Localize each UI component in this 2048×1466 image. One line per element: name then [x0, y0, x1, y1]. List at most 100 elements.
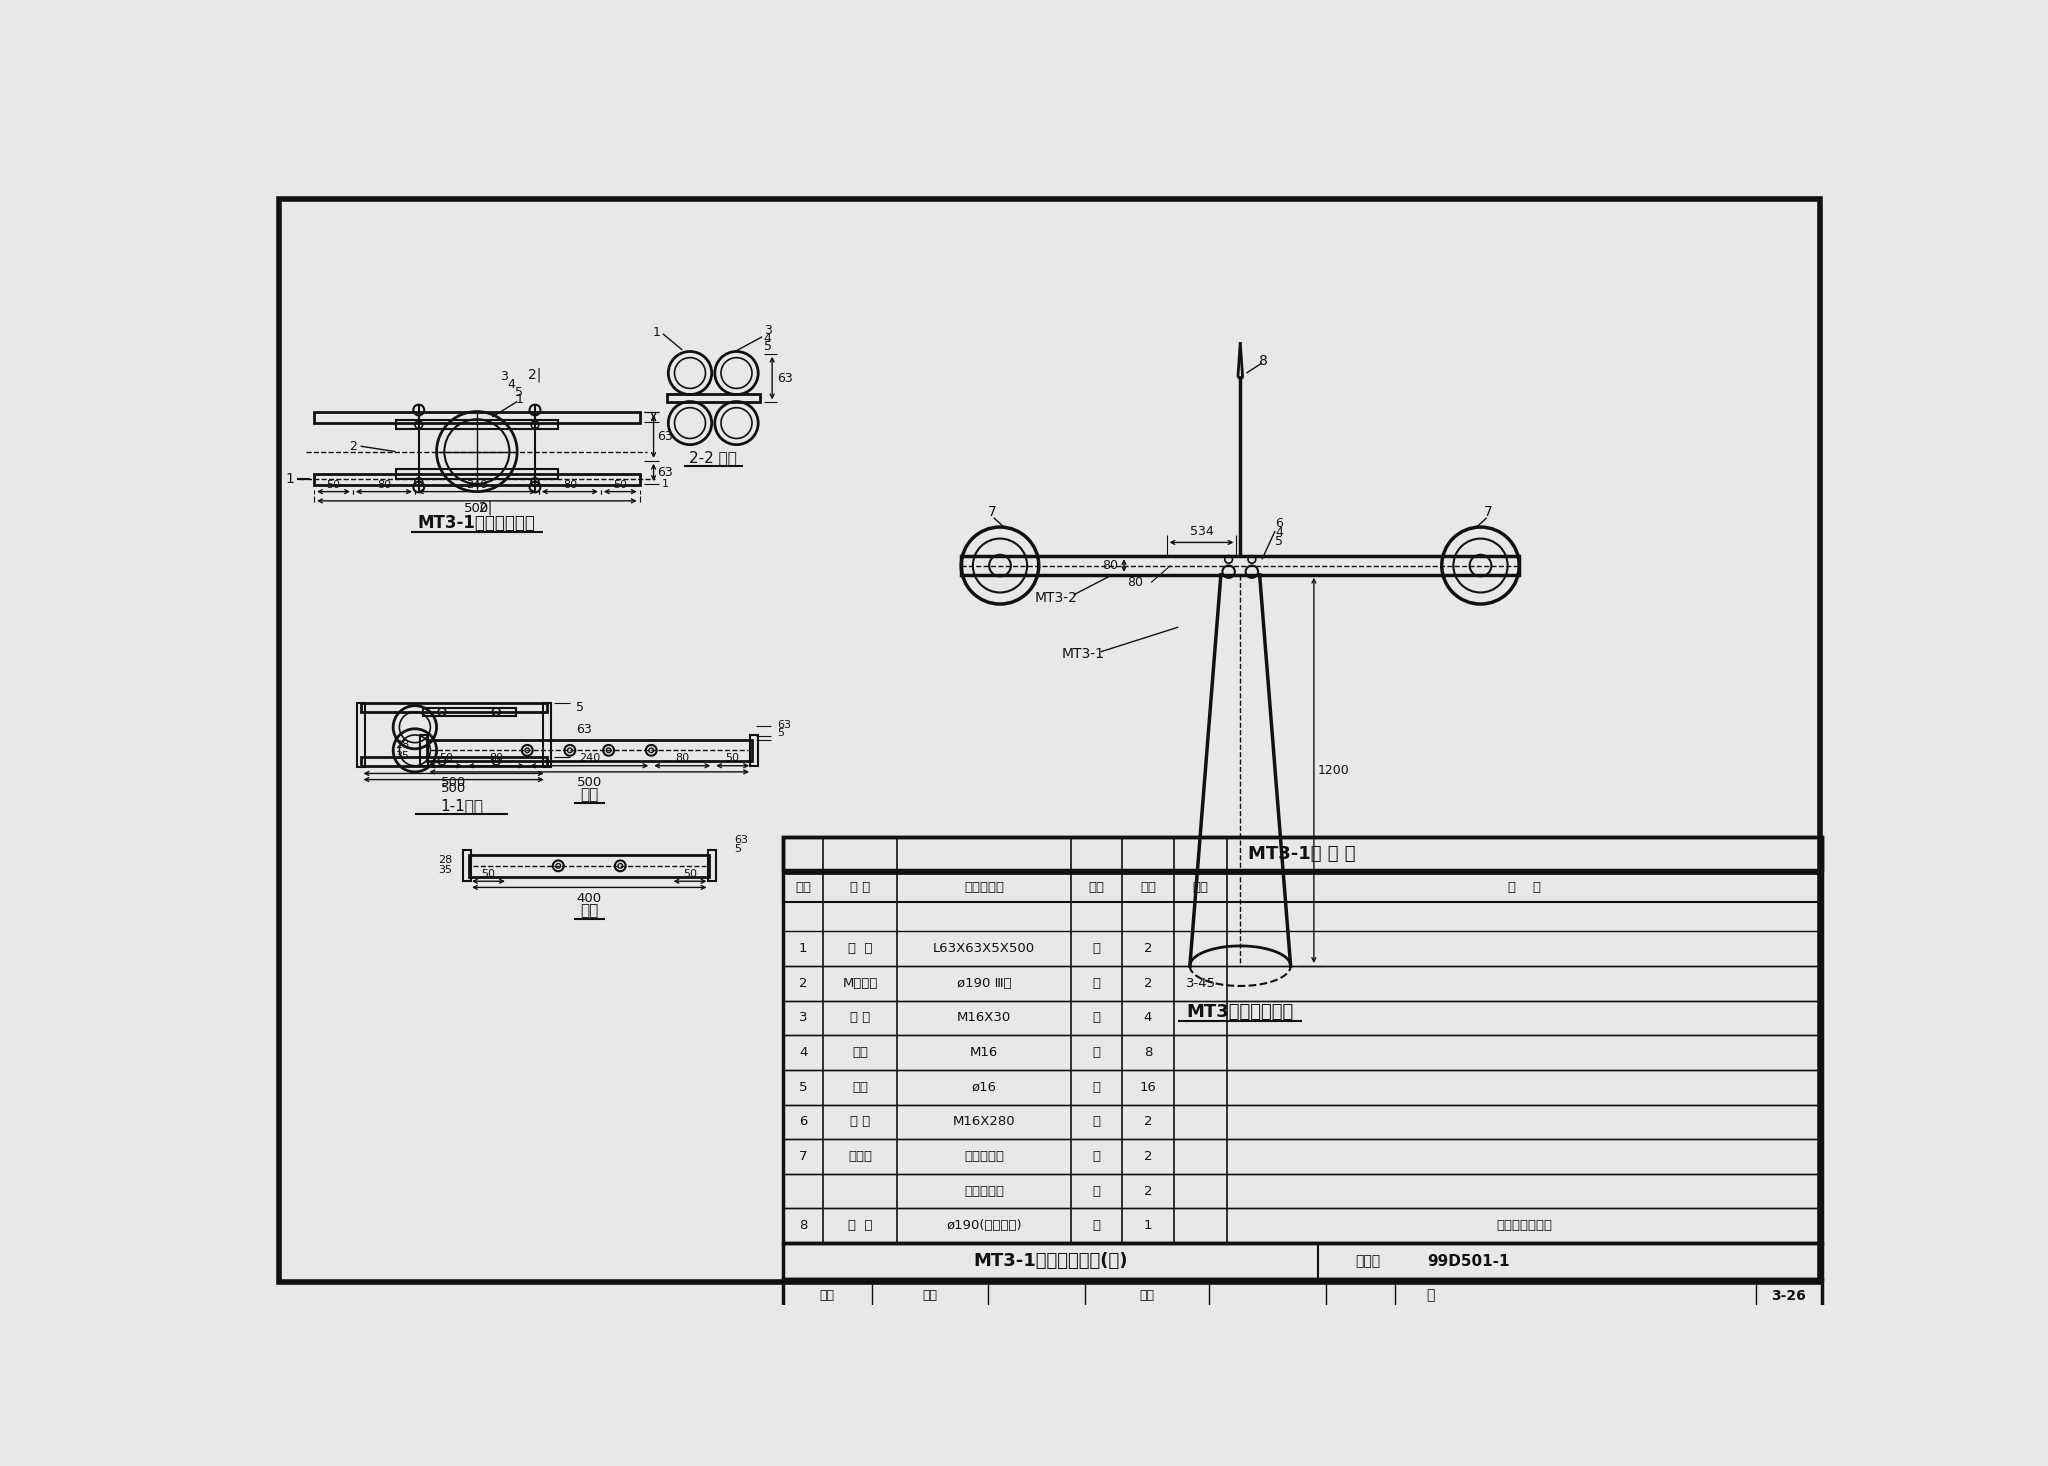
Text: 台: 台	[1092, 1149, 1100, 1163]
Text: 高度由工程选定: 高度由工程选定	[1497, 1220, 1552, 1233]
Text: 5: 5	[776, 729, 784, 739]
Bar	[782, 1280, 1821, 1312]
Text: 备    注: 备 注	[1507, 881, 1540, 894]
Text: 500: 500	[440, 776, 467, 789]
Text: 个: 个	[1092, 1116, 1100, 1129]
Text: 3-26: 3-26	[1772, 1289, 1806, 1302]
Bar	[782, 1139, 1821, 1174]
Text: 1-1剖面: 1-1剖面	[440, 799, 483, 814]
Bar	[420, 734, 428, 765]
Text: 63: 63	[657, 430, 674, 443]
Text: 3: 3	[764, 324, 772, 337]
Text: 4: 4	[764, 331, 772, 345]
Text: 50: 50	[326, 481, 340, 491]
Text: 7: 7	[799, 1149, 807, 1163]
Bar	[782, 931, 1821, 966]
Text: 由工程选定: 由工程选定	[965, 1185, 1004, 1198]
Text: 50: 50	[612, 481, 627, 491]
Bar	[782, 1001, 1821, 1035]
Text: 500: 500	[465, 501, 489, 515]
Bar	[782, 837, 1821, 1243]
Text: 2: 2	[1143, 1149, 1153, 1163]
Text: M16X280: M16X280	[952, 1116, 1016, 1129]
Text: MT3-1材 料 表: MT3-1材 料 表	[1249, 844, 1356, 862]
Text: 台: 台	[1092, 1185, 1100, 1198]
Text: 5: 5	[1276, 535, 1282, 548]
Bar	[782, 1070, 1821, 1104]
Text: MT3照明台方案图: MT3照明台方案图	[1186, 1003, 1294, 1022]
Bar	[469, 855, 709, 877]
Text: 个: 个	[1092, 1080, 1100, 1094]
Text: 型号及规格: 型号及规格	[965, 881, 1004, 894]
Text: 80: 80	[377, 481, 391, 491]
Text: 50: 50	[481, 868, 496, 878]
Text: 图集号: 图集号	[1356, 1255, 1380, 1268]
Text: 螺母: 螺母	[852, 1047, 868, 1058]
Text: 数量: 数量	[1141, 881, 1155, 894]
Bar	[782, 1243, 1821, 1280]
Text: 7: 7	[987, 504, 997, 519]
Text: 2-2 剖面: 2-2 剖面	[690, 450, 737, 465]
Bar	[750, 734, 758, 765]
Text: 28: 28	[395, 740, 410, 751]
Text: 1: 1	[653, 325, 662, 339]
Bar	[961, 556, 1520, 575]
Bar	[395, 421, 559, 430]
Text: 2: 2	[1143, 976, 1153, 990]
Text: 5: 5	[764, 340, 772, 353]
Text: M16: M16	[971, 1047, 997, 1058]
Text: 6: 6	[799, 1116, 807, 1129]
Text: 2|: 2|	[528, 368, 541, 381]
Bar	[360, 756, 547, 765]
Bar	[422, 708, 516, 715]
Text: 3: 3	[500, 371, 508, 384]
Text: 4: 4	[1276, 526, 1282, 539]
Text: 5: 5	[733, 844, 741, 853]
Text: 16: 16	[1139, 1080, 1157, 1094]
Text: 根: 根	[1092, 943, 1100, 956]
Text: 5: 5	[575, 702, 584, 714]
Text: 投光灯: 投光灯	[848, 1149, 872, 1163]
Text: 7: 7	[1485, 504, 1493, 519]
Bar	[395, 469, 559, 478]
Text: 3-45: 3-45	[1186, 976, 1217, 990]
Text: M型抱铁: M型抱铁	[842, 976, 879, 990]
Text: 螺 栓: 螺 栓	[850, 1012, 870, 1025]
Text: 正面: 正面	[580, 787, 598, 802]
Text: L63X63X5X500: L63X63X5X500	[934, 943, 1034, 956]
Text: 240: 240	[580, 754, 600, 762]
Text: 400: 400	[578, 891, 602, 905]
Text: 8: 8	[799, 1220, 807, 1233]
Text: 个: 个	[1092, 1012, 1100, 1025]
Text: 4: 4	[508, 378, 516, 391]
Text: 80: 80	[676, 754, 690, 762]
Text: 2: 2	[799, 976, 807, 990]
Bar	[356, 702, 365, 767]
Bar	[426, 739, 752, 761]
Text: 编号: 编号	[795, 881, 811, 894]
Text: MT3-1照明台构造图: MT3-1照明台构造图	[418, 515, 537, 532]
Text: 顶面: 顶面	[580, 903, 598, 918]
Bar	[313, 474, 639, 485]
Text: 1: 1	[799, 943, 807, 956]
Text: 63: 63	[776, 720, 791, 730]
Text: 1: 1	[1143, 1220, 1153, 1233]
Text: 单位: 单位	[1087, 881, 1104, 894]
Text: 63: 63	[733, 836, 748, 846]
Text: MT3-1照明台构造图(一): MT3-1照明台构造图(一)	[973, 1252, 1128, 1270]
Text: MT3-1: MT3-1	[1063, 647, 1106, 661]
Text: 垫圈: 垫圈	[852, 1080, 868, 1094]
Text: 240: 240	[467, 481, 487, 491]
Text: 534: 534	[1190, 525, 1212, 538]
Text: 63: 63	[575, 723, 592, 736]
Text: 80: 80	[489, 754, 504, 762]
Text: 35: 35	[438, 865, 453, 875]
Text: 校对: 校对	[924, 1289, 938, 1302]
Bar	[782, 966, 1821, 1001]
Bar	[668, 394, 760, 402]
Text: 设计: 设计	[1141, 1289, 1155, 1302]
Text: 4: 4	[1145, 1012, 1153, 1025]
Bar	[782, 1104, 1821, 1139]
Text: ø16: ø16	[971, 1080, 997, 1094]
Text: 63: 63	[776, 372, 793, 386]
